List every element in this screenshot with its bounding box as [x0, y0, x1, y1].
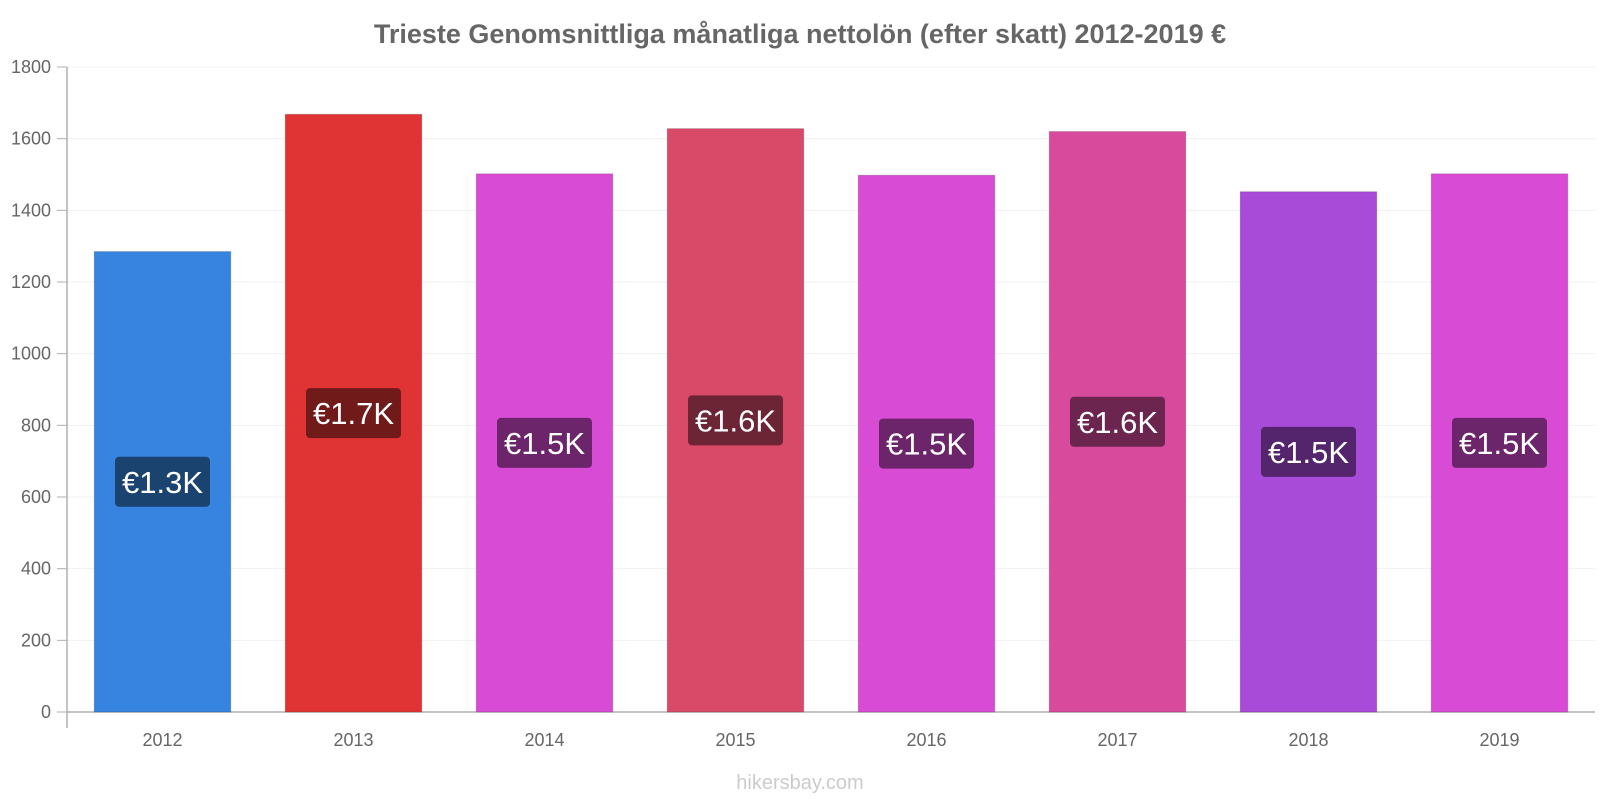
- data-label-box: [306, 388, 401, 439]
- y-tick-label: 800: [21, 415, 51, 435]
- data-label-box: [1070, 396, 1165, 447]
- axes: 0 200 400 600 800 1000 1200 1400 1600 1800 2012 201…: [11, 57, 1595, 750]
- data-label-box: [1452, 417, 1547, 468]
- data-label-box: [1261, 426, 1356, 477]
- data-label-box: [115, 456, 210, 507]
- x-tick-label: 2019: [1479, 730, 1519, 750]
- y-tick-label: 600: [21, 487, 51, 507]
- data-labels: €1.3K €1.7K €1.5K €1.6K €1.5K €1.6K €1.5K €1.5K: [115, 388, 1547, 507]
- footer-source[interactable]: hikersbay.com: [736, 772, 863, 794]
- chart-title: Trieste Genomsnittliga månatliga nettolö…: [374, 19, 1226, 49]
- x-tick-label: 2014: [524, 730, 564, 750]
- x-tick-label: 2017: [1097, 730, 1137, 750]
- data-label-box: [688, 395, 783, 446]
- data-label: €1.5K: [1459, 426, 1540, 461]
- y-tick-label: 200: [21, 630, 51, 650]
- y-tick-label: 1000: [11, 344, 51, 364]
- data-label-box: [879, 418, 974, 469]
- data-label-box: [497, 417, 592, 468]
- y-tick-label: 1200: [11, 272, 51, 292]
- y-tick-label: 1600: [11, 129, 51, 149]
- data-label: €1.5K: [504, 426, 585, 461]
- x-tick-label: 2016: [906, 730, 946, 750]
- data-label: €1.5K: [1268, 435, 1349, 470]
- data-label: €1.7K: [313, 396, 394, 431]
- y-tick-label: 400: [21, 559, 51, 579]
- y-tick-label: 0: [41, 702, 51, 722]
- data-label: €1.5K: [886, 427, 967, 462]
- data-label: €1.6K: [1077, 405, 1158, 440]
- data-label: €1.6K: [695, 403, 776, 438]
- data-label: €1.3K: [122, 465, 203, 500]
- y-tick-label: 1800: [11, 57, 51, 77]
- x-tick-label: 2013: [333, 730, 373, 750]
- y-tick-label: 1400: [11, 200, 51, 220]
- x-tick-label: 2018: [1288, 730, 1328, 750]
- x-tick-label: 2015: [715, 730, 755, 750]
- x-tick-label: 2012: [142, 730, 182, 750]
